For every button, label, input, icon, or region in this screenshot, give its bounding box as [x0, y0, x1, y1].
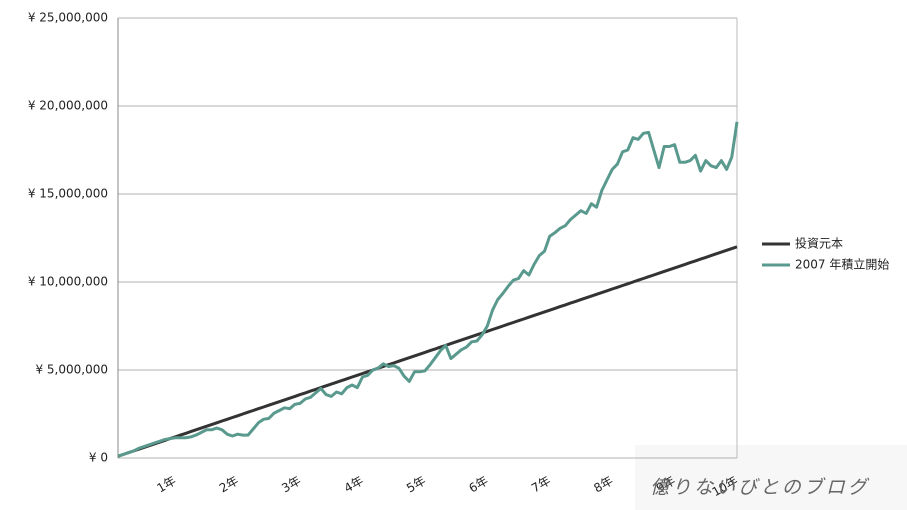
x-tick-label: 1年 [154, 474, 178, 496]
x-tick-label: 6年 [467, 474, 491, 496]
legend-label: 投資元本 [795, 236, 843, 251]
x-tick-label: 8年 [591, 474, 615, 496]
y-tick-label: ¥ 15,000,000 [28, 187, 108, 201]
series-line [117, 245, 738, 458]
y-tick-label: ¥ 25,000,000 [28, 11, 108, 25]
y-tick-label: ¥ 20,000,000 [28, 99, 108, 113]
legend-label: 2007 年積立開始 [795, 257, 889, 272]
x-tick-label: 3年 [279, 474, 303, 496]
x-tick-label: 7年 [529, 474, 553, 496]
watermark: 億りないびとのブログ [650, 477, 870, 499]
y-tick-label: ¥ 0 [89, 451, 108, 465]
x-tick-label: 4年 [342, 474, 366, 496]
x-tick-label: 2年 [217, 474, 241, 496]
series-line [117, 121, 739, 458]
x-tick-label: 5年 [404, 474, 428, 496]
y-tick-label: ¥ 5,000,000 [35, 363, 108, 377]
y-tick-label: ¥ 10,000,000 [28, 275, 108, 289]
watermark-box [635, 445, 907, 510]
